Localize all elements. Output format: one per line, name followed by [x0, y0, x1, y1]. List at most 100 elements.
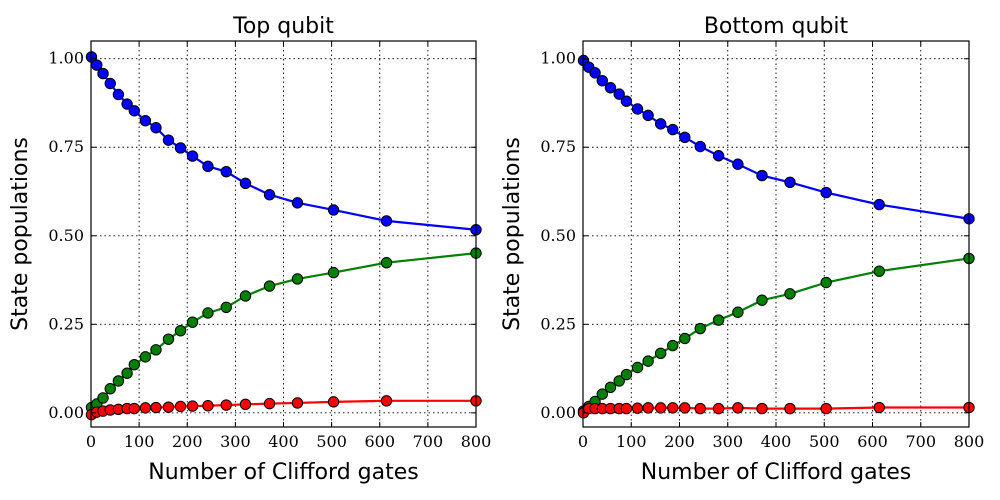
- data-point: [291, 397, 304, 409]
- data-point: [220, 301, 232, 314]
- y-tick-label: 0.25: [540, 314, 576, 333]
- x-tick-label: 800: [954, 432, 985, 451]
- data-point: [327, 204, 340, 216]
- data-point: [654, 118, 667, 130]
- data-point: [380, 395, 393, 407]
- data-point: [150, 401, 162, 414]
- x-tick-label: 700: [905, 432, 936, 451]
- data-point: [873, 198, 885, 211]
- data-point: [620, 95, 633, 107]
- plot-area: [577, 41, 975, 427]
- data-point: [186, 150, 199, 162]
- data-point: [654, 402, 667, 414]
- x-tick-label: 200: [172, 432, 203, 451]
- x-tick-label: 600: [364, 432, 395, 451]
- data-point: [202, 400, 214, 412]
- data-point: [220, 399, 232, 411]
- data-point: [631, 103, 644, 115]
- data-point: [820, 276, 832, 289]
- data-point: [128, 105, 141, 117]
- data-point: [631, 361, 644, 374]
- x-tick-label: 500: [809, 432, 840, 451]
- data-point: [784, 288, 796, 300]
- data-point: [104, 77, 116, 90]
- y-tick-label: 0.75: [540, 137, 576, 156]
- data-point: [732, 402, 744, 414]
- data-point: [642, 355, 654, 367]
- plot-frame: [90, 40, 477, 428]
- data-point: [121, 367, 133, 379]
- data-point: [784, 402, 796, 415]
- data-point: [712, 314, 725, 326]
- y-tick-label: 0.50: [540, 226, 576, 245]
- data-point: [186, 316, 199, 328]
- data-point: [784, 176, 796, 188]
- data-point: [139, 351, 152, 363]
- data-point: [162, 401, 175, 413]
- y-tick-label: 0.25: [48, 314, 84, 333]
- data-point: [642, 402, 654, 414]
- y-tick-label: 0.75: [48, 137, 84, 156]
- data-point: [667, 123, 679, 136]
- data-point: [128, 358, 141, 371]
- data-point: [380, 215, 393, 227]
- data-point: [220, 165, 232, 178]
- data-point: [613, 88, 625, 100]
- data-point: [732, 306, 744, 318]
- chart-top-qubit: Top qubit Number of Clifford gates State…: [8, 14, 491, 485]
- x-axis-label: Number of Clifford gates: [641, 460, 911, 485]
- data-point: [97, 392, 109, 404]
- data-point: [128, 402, 141, 415]
- data-point: [756, 402, 768, 415]
- data-point: [174, 324, 187, 337]
- x-tick-label: 400: [761, 432, 792, 451]
- data-point: [679, 332, 691, 345]
- data-point: [712, 402, 725, 415]
- data-point: [694, 140, 706, 153]
- x-tick-label: 0: [578, 432, 588, 451]
- data-point: [820, 186, 832, 199]
- x-tick-label: 300: [220, 432, 251, 451]
- x-tick-label: 100: [124, 432, 155, 451]
- chart-bottom-qubit: Bottom qubit Number of Clifford gates St…: [500, 14, 984, 485]
- data-point: [873, 401, 885, 414]
- data-point: [239, 290, 252, 302]
- data-point: [756, 169, 768, 182]
- data-point: [604, 82, 617, 94]
- data-point: [121, 98, 133, 110]
- chart-title: Bottom qubit: [704, 14, 849, 39]
- data-point: [291, 197, 304, 209]
- data-point: [150, 122, 162, 134]
- data-point: [873, 265, 885, 277]
- y-tick-label: 0.00: [540, 403, 576, 422]
- data-point: [139, 114, 152, 127]
- y-tick-label: 0.50: [48, 226, 84, 245]
- data-point: [202, 307, 214, 319]
- data-point: [613, 375, 625, 387]
- data-point: [679, 402, 691, 414]
- data-point: [186, 400, 199, 412]
- data-point: [139, 402, 152, 414]
- data-point: [604, 381, 617, 394]
- y-tick-label: 1.00: [48, 49, 84, 68]
- data-point: [263, 280, 276, 292]
- data-point: [596, 74, 608, 87]
- chart-title: Top qubit: [232, 14, 334, 39]
- data-point: [654, 347, 667, 360]
- data-point: [239, 398, 252, 411]
- y-axis-label: State populations: [8, 137, 33, 331]
- x-tick-label: 700: [413, 432, 444, 451]
- plot-area: [85, 41, 482, 427]
- data-point: [104, 383, 116, 395]
- data-point: [263, 397, 276, 410]
- data-point: [174, 400, 187, 413]
- x-tick-label: 400: [268, 432, 299, 451]
- data-point: [202, 160, 214, 173]
- data-point: [679, 131, 691, 144]
- data-point: [642, 109, 654, 122]
- data-point: [263, 188, 276, 201]
- x-tick-label: 0: [86, 432, 96, 451]
- x-tick-label: 300: [712, 432, 743, 451]
